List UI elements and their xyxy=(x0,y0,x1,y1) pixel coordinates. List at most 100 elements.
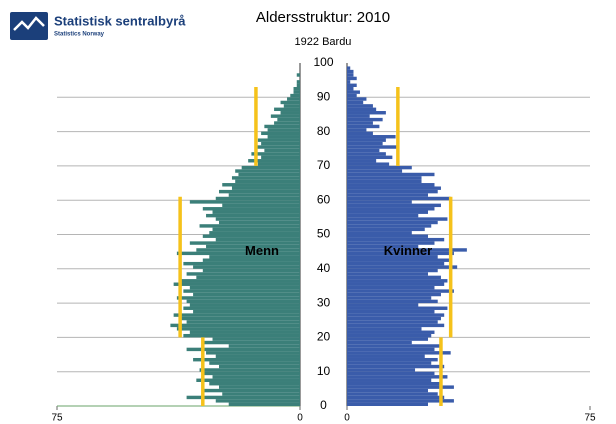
bar xyxy=(347,354,425,358)
bar xyxy=(347,189,438,194)
bar xyxy=(347,231,412,235)
bar xyxy=(173,313,300,317)
y-tick-label: 80 xyxy=(317,124,331,138)
bar xyxy=(231,186,300,190)
bar xyxy=(347,375,448,379)
bar xyxy=(347,80,351,84)
bar xyxy=(347,138,386,142)
bar xyxy=(347,83,357,88)
bar xyxy=(183,289,300,293)
bar xyxy=(193,292,300,297)
bar xyxy=(212,227,300,232)
bar xyxy=(193,309,300,314)
bar xyxy=(347,93,357,98)
bar xyxy=(347,90,360,94)
bar xyxy=(347,152,386,156)
bar xyxy=(215,399,300,403)
bar xyxy=(347,124,380,129)
bar xyxy=(219,385,300,389)
y-tick-label: 50 xyxy=(317,227,331,241)
bar xyxy=(347,361,432,365)
bar xyxy=(347,203,441,208)
bar xyxy=(347,227,425,232)
bar xyxy=(186,395,300,400)
bar xyxy=(347,135,396,139)
bar xyxy=(347,320,438,324)
bar xyxy=(347,351,451,355)
bar xyxy=(347,104,373,108)
bar xyxy=(257,138,300,142)
bar xyxy=(264,124,300,129)
bar xyxy=(347,159,377,163)
y-tick-label: 30 xyxy=(317,295,331,309)
y-tick-label: 90 xyxy=(317,89,331,103)
bar xyxy=(196,248,300,252)
bar xyxy=(228,193,300,197)
bar xyxy=(347,381,441,386)
bar xyxy=(347,299,438,304)
bar xyxy=(347,306,448,310)
bar xyxy=(186,272,300,276)
bar xyxy=(290,93,300,98)
bar xyxy=(270,114,300,118)
bar xyxy=(222,183,300,187)
bar xyxy=(215,196,300,201)
bar xyxy=(347,193,428,197)
chart-subtitle: 1922 Bardu xyxy=(295,36,352,48)
bar xyxy=(241,165,300,170)
bar xyxy=(347,258,451,262)
bar xyxy=(347,333,432,338)
bar xyxy=(186,320,300,324)
bar xyxy=(209,231,300,235)
bar xyxy=(170,323,300,328)
bar xyxy=(186,299,300,304)
bar xyxy=(347,207,435,211)
bar xyxy=(183,261,300,266)
bar xyxy=(257,162,300,166)
y-tick-label: 100 xyxy=(313,55,333,69)
bar xyxy=(296,73,300,77)
bar xyxy=(347,220,438,225)
bar xyxy=(219,364,300,369)
bar xyxy=(347,234,428,238)
bar xyxy=(189,285,300,290)
bar xyxy=(196,378,300,382)
x-tick-label: 0 xyxy=(344,413,350,424)
y-tick-label: 60 xyxy=(317,192,331,206)
bar xyxy=(347,357,438,362)
bar xyxy=(193,357,300,362)
bar xyxy=(347,196,451,201)
bar xyxy=(347,268,438,273)
bar xyxy=(186,347,300,352)
bar xyxy=(176,251,300,256)
x-tick-label: 75 xyxy=(584,413,596,424)
bar xyxy=(347,402,428,406)
bar xyxy=(296,83,300,88)
bar xyxy=(202,234,300,238)
bar xyxy=(176,327,300,331)
bar xyxy=(347,337,428,341)
bar xyxy=(347,395,445,400)
bar xyxy=(347,100,364,105)
bar xyxy=(261,155,300,160)
bar xyxy=(248,159,300,163)
bar xyxy=(347,213,419,218)
bar xyxy=(215,217,300,221)
bar xyxy=(347,66,351,70)
bar xyxy=(347,131,373,136)
bar xyxy=(183,333,300,338)
bar xyxy=(347,107,377,112)
bar xyxy=(228,402,300,406)
bar xyxy=(347,275,441,280)
y-tick-label: 20 xyxy=(317,330,331,344)
bar xyxy=(176,296,300,300)
bar xyxy=(347,368,416,372)
bar xyxy=(287,97,300,101)
bar xyxy=(202,268,300,273)
bar xyxy=(347,172,435,177)
bar xyxy=(347,224,432,228)
bar xyxy=(222,203,300,208)
bar xyxy=(274,121,300,125)
bar xyxy=(347,97,367,101)
bar xyxy=(215,237,300,242)
